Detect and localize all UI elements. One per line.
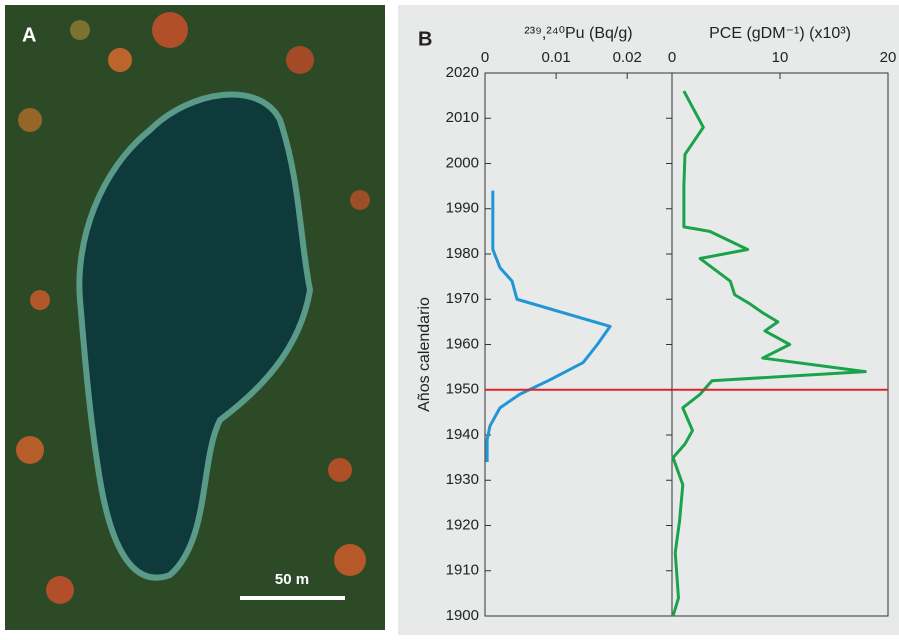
- y-tick-label: 2000: [446, 154, 479, 171]
- axis-title: PCE (gDM⁻¹) (x10³): [709, 25, 851, 42]
- y-tick-label: 1940: [446, 426, 479, 443]
- y-tick-label: 1910: [446, 562, 479, 579]
- figure: A 50 m B ²³⁹,²⁴⁰Pu (Bq/g) 0 0.01 0.02 1900 19…: [0, 0, 899, 635]
- x-tick-label: 0.02: [613, 49, 642, 66]
- y-tick-label: 1950: [446, 381, 479, 398]
- y-tick-label: 1920: [446, 516, 479, 533]
- page: {"panel_a": {"label": "A", "scale_bar": …: [0, 0, 899, 640]
- panel-label: A: [22, 24, 36, 46]
- x-tick-label: 0.01: [542, 49, 571, 66]
- x-tick-label: 10: [772, 49, 789, 66]
- x-tick-label: 20: [880, 49, 897, 66]
- x-tick-label: 0: [481, 49, 489, 66]
- y-tick-label: 1960: [446, 335, 479, 352]
- y-tick-label: 1930: [446, 471, 479, 488]
- panel-label: B: [418, 28, 432, 50]
- y-tick-label: 2010: [446, 109, 479, 126]
- axis-title: ²³⁹,²⁴⁰Pu (Bq/g): [524, 25, 632, 42]
- y-axis-label: Años calendario: [416, 297, 433, 412]
- y-tick-label: 1900: [446, 607, 479, 624]
- y-tick-label: 1970: [446, 290, 479, 307]
- panel-b-background: [398, 5, 899, 635]
- y-tick-label: 1990: [446, 200, 479, 217]
- y-tick-label: 1980: [446, 245, 479, 262]
- scale-bar-label: 50 m: [275, 571, 309, 588]
- x-tick-label: 0: [668, 49, 676, 66]
- y-tick-label: 2020: [446, 64, 479, 81]
